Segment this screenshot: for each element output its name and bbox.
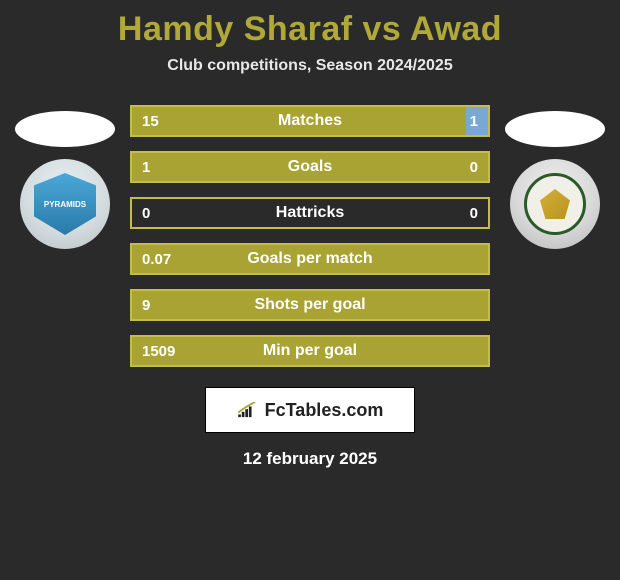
page-subtitle: Club competitions, Season 2024/2025 bbox=[0, 57, 620, 75]
right-club-crest bbox=[510, 159, 600, 249]
page-title: Hamdy Sharaf vs Awad bbox=[0, 10, 620, 49]
bar-value-left: 0.07 bbox=[142, 251, 171, 268]
bar-value-right: 0 bbox=[470, 159, 478, 176]
bar-label: Matches bbox=[278, 112, 342, 130]
bar-label: Shots per goal bbox=[254, 296, 365, 314]
bar-label: Min per goal bbox=[263, 342, 357, 360]
footer-date: 12 february 2025 bbox=[0, 449, 620, 469]
bar-value-left: 0 bbox=[142, 205, 150, 222]
bar-value-left: 1509 bbox=[142, 343, 175, 360]
bar-value-left: 1 bbox=[142, 159, 150, 176]
brand-text: FcTables.com bbox=[265, 400, 384, 421]
brand-icon bbox=[237, 402, 259, 418]
right-crest-emblem bbox=[524, 173, 586, 235]
bar-label: Goals bbox=[288, 158, 332, 176]
stat-bar-row: 1 0 Goals bbox=[130, 151, 490, 183]
right-player-col bbox=[500, 105, 610, 249]
left-player-silhouette bbox=[15, 111, 115, 147]
comparison-card: Hamdy Sharaf vs Awad Club competitions, … bbox=[0, 0, 620, 580]
stat-bar-row: 9 Shots per goal bbox=[130, 289, 490, 321]
bar-value-left: 15 bbox=[142, 113, 159, 130]
content-row: PYRAMIDS 15 1 Matches 1 0 Goals 0 0 Hattricks 0.0… bbox=[0, 105, 620, 367]
bar-value-left: 9 bbox=[142, 297, 150, 314]
left-crest-label: PYRAMIDS bbox=[34, 173, 96, 235]
stat-bar-row: 0 0 Hattricks bbox=[130, 197, 490, 229]
right-player-silhouette bbox=[505, 111, 605, 147]
stat-bars: 15 1 Matches 1 0 Goals 0 0 Hattricks 0.07 Goals pe… bbox=[130, 105, 490, 367]
bar-label: Goals per match bbox=[247, 250, 372, 268]
left-player-col: PYRAMIDS bbox=[10, 105, 120, 249]
left-club-crest: PYRAMIDS bbox=[20, 159, 110, 249]
stat-bar-row: 1509 Min per goal bbox=[130, 335, 490, 367]
stat-bar-row: 0.07 Goals per match bbox=[130, 243, 490, 275]
bar-label: Hattricks bbox=[276, 204, 344, 222]
bar-value-right: 0 bbox=[470, 205, 478, 222]
brand-badge[interactable]: FcTables.com bbox=[205, 387, 415, 433]
bar-value-right: 1 bbox=[470, 113, 478, 130]
stat-bar-row: 15 1 Matches bbox=[130, 105, 490, 137]
